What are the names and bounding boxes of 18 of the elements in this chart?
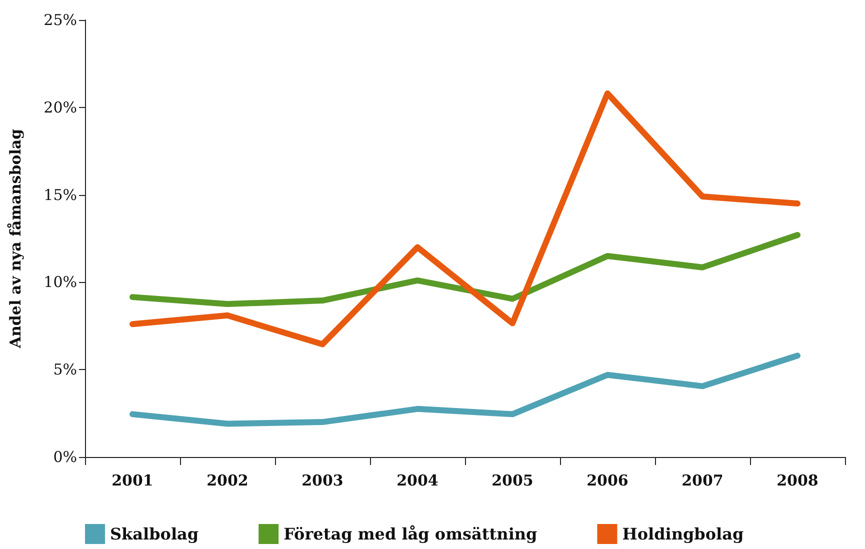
legend-label: Företag med låg omsättning bbox=[284, 524, 538, 544]
x-tick-label: 2002 bbox=[206, 472, 248, 490]
legend-label: Skalbolag bbox=[110, 524, 199, 544]
x-tick-label: 2006 bbox=[586, 472, 628, 490]
y-tick-label: 0% bbox=[53, 448, 77, 466]
x-tick-label: 2004 bbox=[396, 472, 438, 490]
y-tick-label: 25% bbox=[44, 11, 77, 29]
legend-label: Holdingbolag bbox=[622, 524, 744, 544]
y-tick-label: 20% bbox=[44, 98, 77, 116]
y-axis-title: Andel av nya fåmansbolag bbox=[6, 128, 24, 350]
y-tick-label: 10% bbox=[44, 273, 77, 292]
x-tick-label: 2008 bbox=[776, 472, 818, 490]
x-tick-label: 2007 bbox=[682, 472, 724, 490]
x-tick-label: 2003 bbox=[302, 472, 344, 490]
y-tick-label: 5% bbox=[53, 360, 77, 379]
y-tick-label: 15% bbox=[44, 186, 77, 204]
x-tick-label: 2005 bbox=[492, 472, 534, 490]
x-tick-label: 2001 bbox=[112, 472, 154, 490]
